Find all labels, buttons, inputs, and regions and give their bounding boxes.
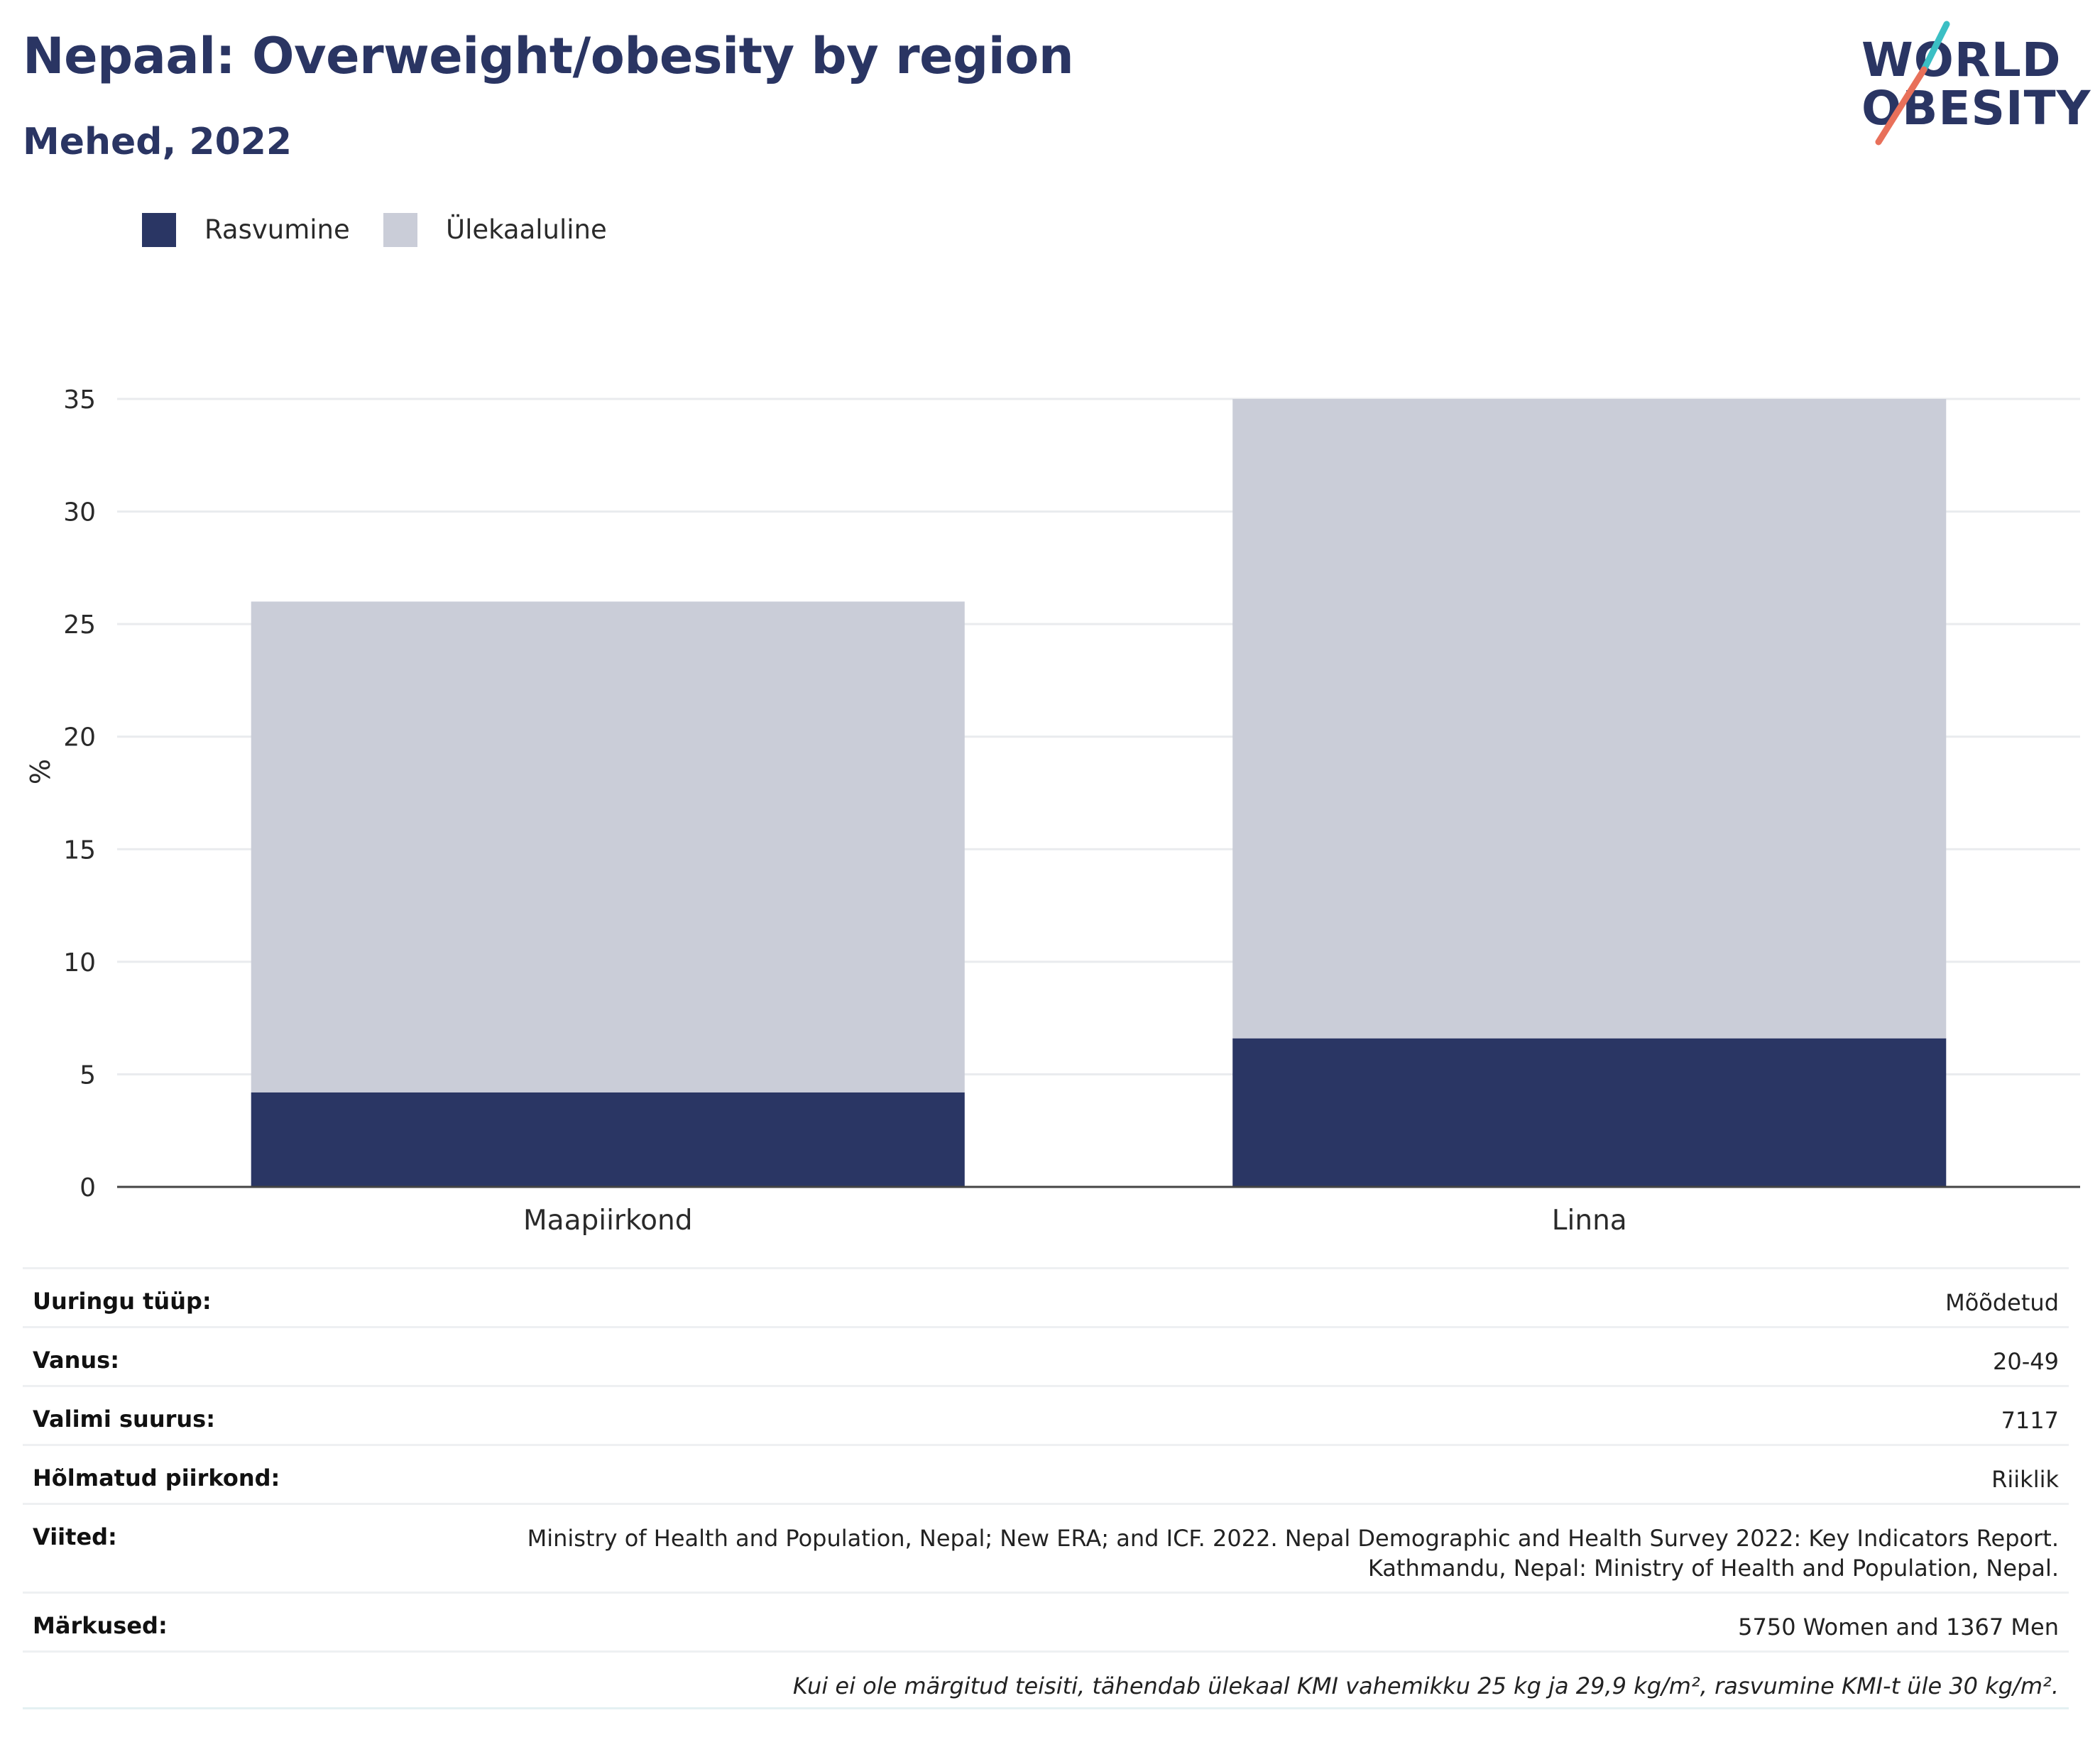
metadata-table: Uuringu tüüp: Mõõdetud Vanus: 20-49 Vali… <box>23 1267 2069 1709</box>
bar-overweight-maapiirkond[interactable] <box>251 601 965 1092</box>
meta-key: Vanus: <box>33 1347 120 1374</box>
stacked-bar-chart: 0 5 10 15 20 25 30 35 Maapiirkond Linna % <box>25 385 2080 1237</box>
y-tick-label: 25 <box>63 610 96 640</box>
world-obesity-logo: WORLD OBESITY <box>1853 20 2090 148</box>
reference-line-1: Ministry of Health and Population, Nepal… <box>527 1525 2059 1552</box>
meta-row-definition: Kui ei ole märgitud teisiti, tähendab ül… <box>23 1650 2069 1709</box>
x-tick-label: Linna <box>1552 1205 1627 1237</box>
logo-line-1: WORLD <box>1861 33 2062 87</box>
meta-row-sample-size: Valimi suurus: 7117 <box>23 1385 2069 1444</box>
y-tick-label: 20 <box>63 723 96 752</box>
y-tick-label: 35 <box>63 385 96 415</box>
meta-key: Valimi suurus: <box>33 1406 216 1433</box>
meta-key: Viited: <box>33 1523 117 1550</box>
bar-overweight-linna[interactable] <box>1232 399 1947 1039</box>
y-axis-title: % <box>25 759 56 784</box>
meta-key: Märkused: <box>33 1612 168 1639</box>
meta-value: Mõõdetud <box>1945 1289 2059 1316</box>
meta-value: 5750 Women and 1367 Men <box>1738 1614 2059 1641</box>
meta-value: Kui ei ole märgitud teisiti, tähendab ül… <box>792 1672 2059 1699</box>
meta-row-area-covered: Hõlmatud piirkond: Riiklik <box>23 1444 2069 1503</box>
y-tick-label: 5 <box>80 1061 96 1090</box>
bar-obesity-linna[interactable] <box>1232 1038 1947 1187</box>
y-tick-label: 10 <box>63 948 96 977</box>
x-tick-label: Maapiirkond <box>523 1205 692 1237</box>
meta-row-survey-type: Uuringu tüüp: Mõõdetud <box>23 1267 2069 1326</box>
y-tick-label: 15 <box>63 836 96 865</box>
legend-swatch-obesity <box>142 213 176 247</box>
meta-row-notes: Märkused: 5750 Women and 1367 Men <box>23 1592 2069 1650</box>
chart-title: Nepaal: Overweight/obesity by region <box>23 27 1074 85</box>
logo-slash-icon <box>1875 21 1950 146</box>
legend-label-overweight: Ülekaaluline <box>446 214 607 245</box>
meta-key: Uuringu tüüp: <box>33 1288 212 1315</box>
reference-line-2: Kathmandu, Nepal: Ministry of Health and… <box>1367 1555 2059 1582</box>
y-tick-label: 0 <box>80 1173 96 1203</box>
meta-value: Riiklik <box>1991 1466 2059 1493</box>
meta-row-references: Viited: Ministry of Health and Populatio… <box>23 1503 2069 1592</box>
meta-value: 7117 <box>2001 1407 2059 1434</box>
bar-obesity-maapiirkond[interactable] <box>251 1092 965 1187</box>
axes: 0 5 10 15 20 25 30 35 Maapiirkond Linna <box>63 385 2080 1237</box>
bars <box>251 399 1947 1187</box>
meta-key: Hõlmatud piirkond: <box>33 1464 280 1491</box>
legend-swatch-overweight <box>383 213 417 247</box>
y-tick-label: 30 <box>63 498 96 527</box>
meta-value: Ministry of Health and Population, Nepal… <box>527 1523 2059 1583</box>
meta-row-age: Vanus: 20-49 <box>23 1326 2069 1385</box>
chart-subtitle: Mehed, 2022 <box>23 121 292 163</box>
legend-label-obesity: Rasvumine <box>204 214 350 245</box>
meta-value: 20-49 <box>1993 1348 2059 1375</box>
